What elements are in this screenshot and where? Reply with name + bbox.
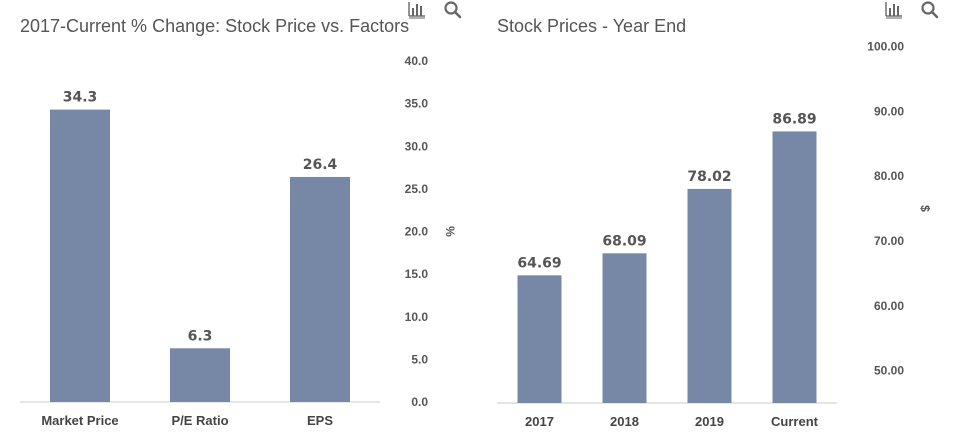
chart-toolbar <box>883 0 941 20</box>
data-label: 86.89 <box>772 111 816 127</box>
search-icon[interactable] <box>442 0 464 20</box>
chart-panel-right: Stock Prices - Year End 50.00 60.00 70.00 8… <box>480 0 958 438</box>
y-tick-label: 60.00 <box>874 299 904 313</box>
y-tick-label: 70.00 <box>874 234 904 248</box>
bar <box>517 275 562 403</box>
y-axis-title: $ <box>918 205 932 212</box>
bar <box>50 109 110 402</box>
search-icon[interactable] <box>919 0 941 20</box>
x-tick-label: 2018 <box>610 414 639 429</box>
x-tick-label: EPS <box>307 413 333 428</box>
bar <box>687 188 732 403</box>
data-label: 34.3 <box>63 90 98 106</box>
bar-chart-left: 0.0 5.0 10.0 15.0 20.0 25.0 30.0 35.0 40.0% 34.3 M… <box>20 54 457 428</box>
y-tick-label: 5.0 <box>411 352 428 366</box>
y-tick-label: 20.0 <box>405 225 429 239</box>
y-tick-label: 25.0 <box>405 182 429 196</box>
data-label: 64.69 <box>517 255 561 271</box>
bar <box>170 348 230 402</box>
chart-toolbar <box>406 0 464 20</box>
bar-chart-right: 50.00 60.00 70.00 80.00 90.00 100.00 $64.69 201… <box>497 39 932 429</box>
data-label: 6.3 <box>188 328 213 344</box>
x-tick-label: 2017 <box>525 414 554 429</box>
bar <box>772 131 817 404</box>
y-tick-label: 40.0 <box>405 54 429 68</box>
y-tick-label: 10.0 <box>405 310 429 324</box>
x-tick-label: Market Price <box>41 413 118 428</box>
data-label: 26.4 <box>303 157 338 173</box>
bar <box>290 176 350 402</box>
y-tick-label: 90.00 <box>874 104 904 118</box>
bar-chart-icon[interactable] <box>883 0 905 20</box>
y-tick-label: 30.0 <box>405 139 429 153</box>
chart-title: Stock Prices - Year End <box>497 16 687 36</box>
bar-chart-icon[interactable] <box>406 0 428 20</box>
data-label: 68.09 <box>602 233 646 249</box>
chart-title: 2017-Current % Change: Stock Price vs. F… <box>20 16 410 36</box>
y-tick-label: 35.0 <box>405 97 429 111</box>
y-tick-label: 100.00 <box>867 39 904 53</box>
chart-panel-left: 2017-Current % Change: Stock Price vs. F… <box>0 0 470 438</box>
y-tick-label: 50.00 <box>874 364 904 378</box>
x-tick-label: P/E Ratio <box>171 413 228 428</box>
x-tick-label: Current <box>771 414 819 429</box>
y-tick-label: 80.00 <box>874 169 904 183</box>
y-tick-label: 0.0 <box>411 395 428 409</box>
x-tick-label: 2019 <box>695 414 724 429</box>
y-tick-label: 15.0 <box>405 267 429 281</box>
bar <box>602 253 647 403</box>
data-label: 78.02 <box>687 169 731 185</box>
y-axis-title: % <box>443 226 457 237</box>
